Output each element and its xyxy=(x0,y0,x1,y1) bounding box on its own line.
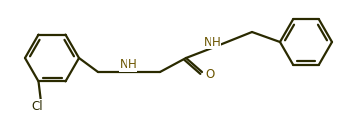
Text: N: N xyxy=(204,36,212,48)
Text: H: H xyxy=(212,36,221,48)
Text: N: N xyxy=(120,59,129,72)
Text: H: H xyxy=(128,59,136,72)
Text: O: O xyxy=(205,67,215,81)
Text: Cl: Cl xyxy=(31,100,43,113)
